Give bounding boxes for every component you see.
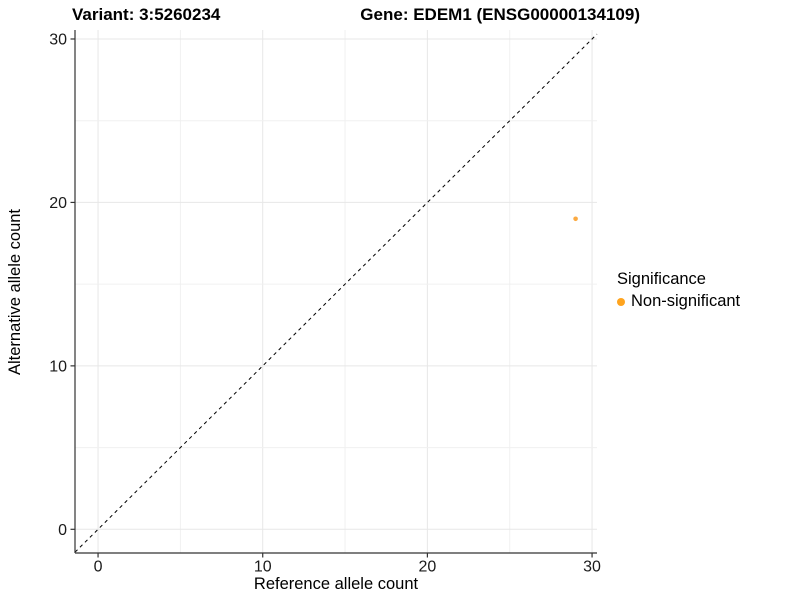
legend-point-icon bbox=[617, 297, 625, 306]
title-variant: Variant: 3:5260234 bbox=[72, 5, 221, 24]
y-axis-title: Alternative allele count bbox=[6, 208, 24, 375]
x-tick-label: 0 bbox=[94, 559, 103, 576]
x-axis-title: Reference allele count bbox=[253, 575, 419, 593]
x-tick-label: 10 bbox=[254, 559, 272, 576]
legend-title: Significance bbox=[617, 270, 706, 288]
y-tick-label: 10 bbox=[49, 358, 67, 375]
legend: Significance Non-significant bbox=[617, 270, 740, 311]
title-gene: Gene: EDEM1 (ENSG00000134109) bbox=[360, 5, 640, 24]
y-tick-label: 20 bbox=[49, 195, 67, 212]
plot-title: Variant: 3:5260234 Gene: EDEM1 (ENSG0000… bbox=[72, 5, 640, 25]
x-tick-label: 20 bbox=[418, 559, 436, 576]
y-tick-label: 30 bbox=[49, 32, 67, 49]
x-tick-label: 30 bbox=[583, 559, 601, 576]
data-point bbox=[573, 216, 578, 222]
identity-line bbox=[74, 33, 598, 553]
legend-item: Non-significant bbox=[617, 292, 740, 311]
legend-item-label: Non-significant bbox=[631, 292, 741, 310]
y-tick-label: 0 bbox=[58, 522, 67, 539]
